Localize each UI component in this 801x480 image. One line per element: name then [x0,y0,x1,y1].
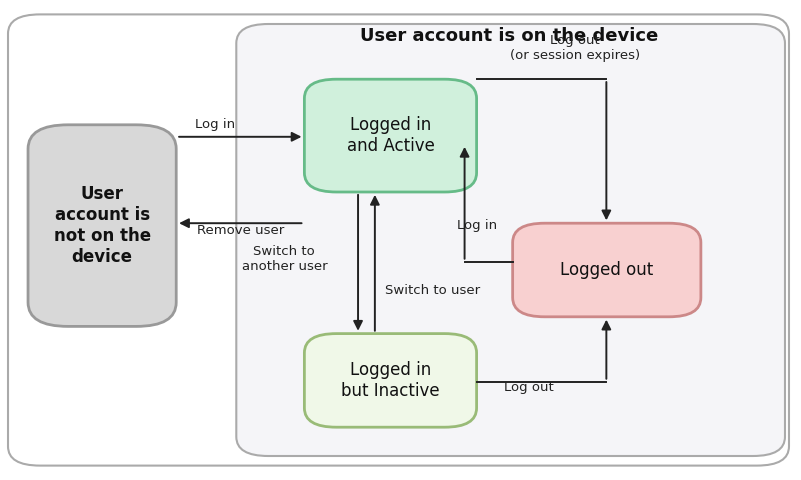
FancyBboxPatch shape [304,79,477,192]
Text: Log out: Log out [504,381,553,395]
FancyBboxPatch shape [8,14,789,466]
FancyBboxPatch shape [236,24,785,456]
Text: Log in: Log in [195,118,235,132]
Text: Logged in
but Inactive: Logged in but Inactive [341,361,440,400]
FancyBboxPatch shape [513,223,701,317]
Text: Log out
(or session expires): Log out (or session expires) [510,34,640,62]
Text: Logged out: Logged out [560,261,654,279]
Text: User account is on the device: User account is on the device [360,27,658,45]
FancyBboxPatch shape [28,125,176,326]
Text: User
account is
not on the
device: User account is not on the device [54,185,151,266]
FancyBboxPatch shape [304,334,477,427]
Text: Logged in
and Active: Logged in and Active [347,116,434,155]
Text: Remove user: Remove user [197,224,284,237]
Text: Switch to user: Switch to user [385,284,480,297]
Text: Log in: Log in [457,219,497,232]
Text: Switch to
another user: Switch to another user [242,245,327,273]
